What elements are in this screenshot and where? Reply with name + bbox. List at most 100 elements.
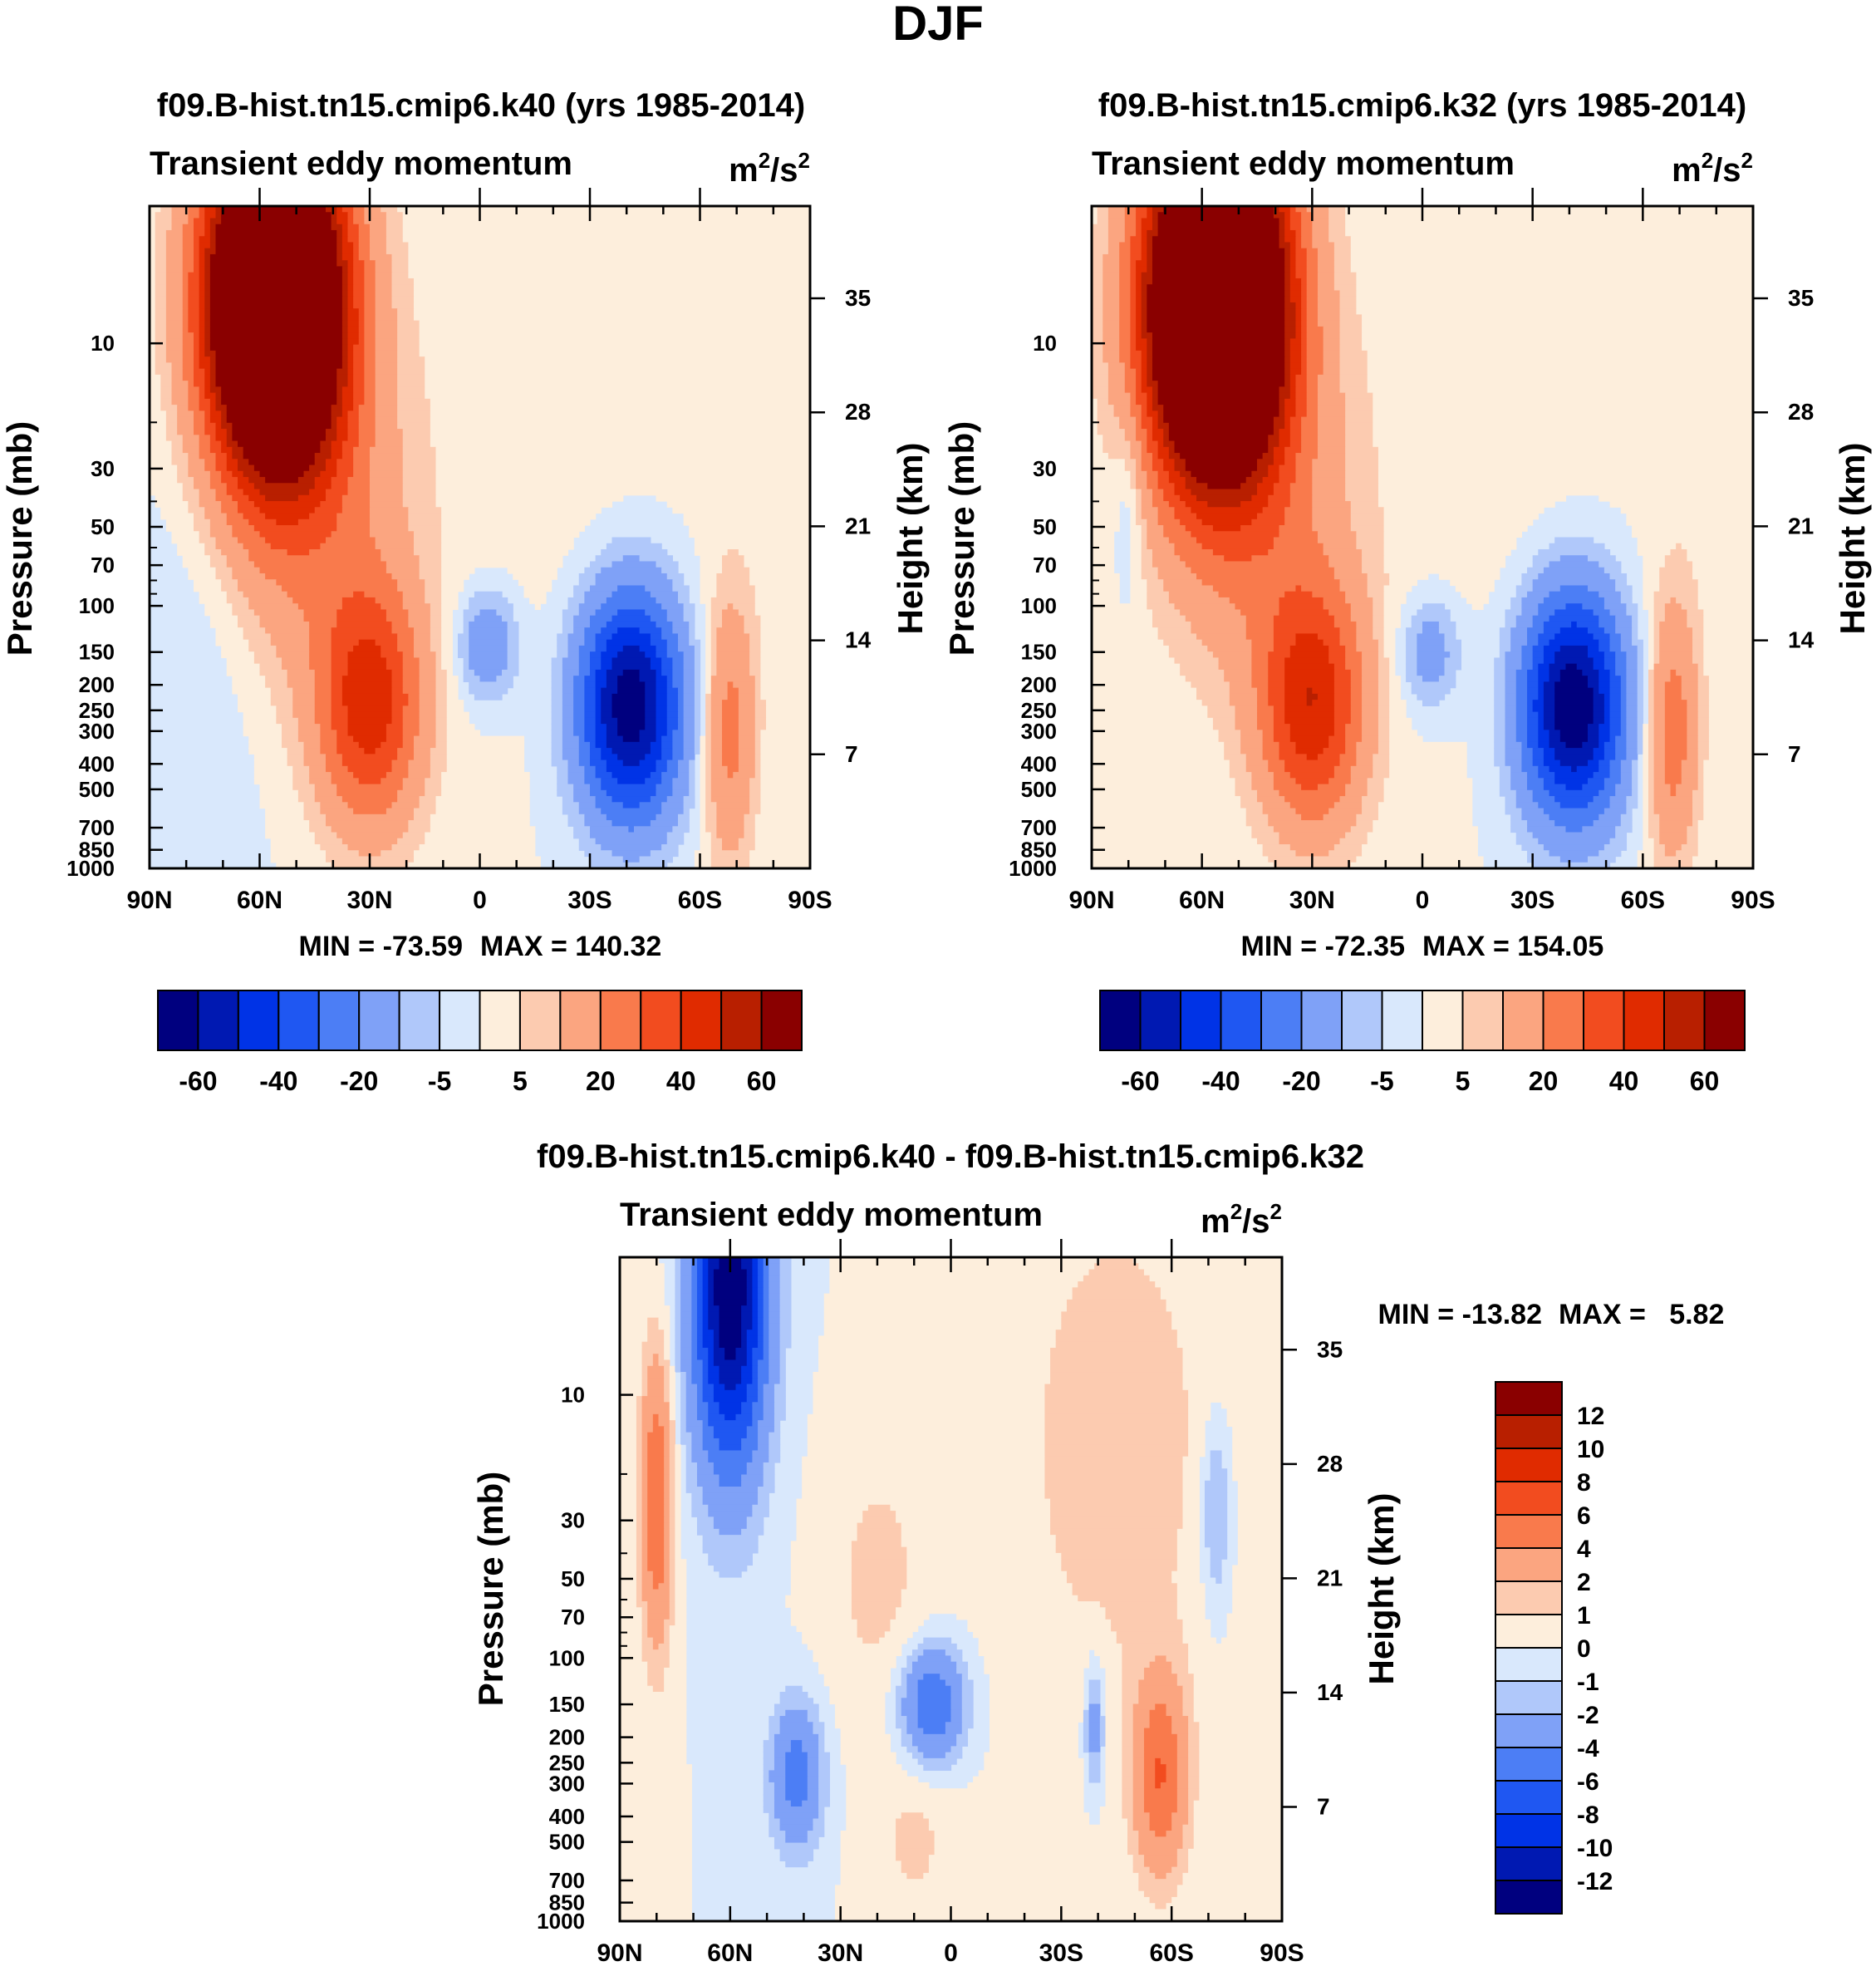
contour-cell (1339, 338, 1363, 346)
contour-cell (675, 1311, 681, 1319)
contour-cell (741, 1330, 748, 1337)
contour-cell (1681, 693, 1699, 700)
contour-cell (1180, 669, 1225, 676)
contour-cell (710, 687, 729, 695)
contour-cell (347, 236, 360, 243)
contour-cell (408, 621, 431, 628)
contour-cell (1235, 603, 1280, 611)
contour-cell (1044, 1480, 1184, 1487)
contour-cell (1603, 627, 1616, 635)
colorbar-label: -40 (1201, 1066, 1240, 1096)
contour-cell (710, 621, 723, 628)
contour-cell (1549, 735, 1561, 743)
contour-cell (150, 410, 167, 418)
contour-cell (754, 772, 761, 779)
contour-cell (1136, 489, 1142, 496)
contour-cell (1367, 832, 1478, 839)
contour-cell (763, 1269, 769, 1276)
contour-cell (353, 248, 360, 255)
contour-cell (419, 338, 811, 346)
contour-cell (1279, 597, 1324, 604)
contour-cell (601, 627, 618, 635)
contour-cell (1664, 681, 1682, 689)
contour-cell (595, 765, 607, 773)
contour-cell (702, 1359, 709, 1367)
contour-cell (1147, 374, 1153, 381)
contour-cell (1653, 597, 1672, 604)
contour-cell (1306, 326, 1324, 333)
contour-cell (1224, 676, 1252, 682)
contour-cell (710, 724, 723, 730)
contour-cell (209, 356, 217, 363)
contour-cell (1295, 808, 1329, 815)
contour-cell (606, 814, 657, 821)
contour-cell (562, 808, 580, 815)
contour-cell (1521, 741, 1528, 749)
contour-cell (1345, 735, 1363, 743)
contour-cell (1147, 302, 1285, 309)
contour-cell (760, 759, 811, 767)
contour-cell (1389, 693, 1402, 700)
contour-cell (386, 561, 420, 568)
contour-cell (650, 772, 662, 779)
colorbar-swatch (1422, 990, 1464, 1051)
contour-cell (1648, 639, 1655, 646)
contour-cell (1373, 429, 1754, 435)
contour-cell (669, 1426, 676, 1433)
contour-cell (1323, 368, 1341, 376)
contour-cell (685, 1426, 704, 1433)
contour-cell (1603, 693, 1611, 700)
contour-cell (641, 1378, 648, 1385)
contour-cell (1210, 1462, 1222, 1469)
contour-cell (1588, 724, 1599, 730)
contour-cell (1576, 765, 1599, 773)
contour-cell (336, 609, 387, 617)
contour-cell (1301, 236, 1313, 243)
contour-cell (1626, 663, 1638, 671)
contour-cell (1599, 789, 1616, 797)
contour-cell (1659, 567, 1693, 574)
contour-cell (402, 730, 420, 737)
contour-cell (664, 1426, 670, 1433)
contour-cell (1188, 1444, 1206, 1452)
contour-cell (1599, 669, 1611, 676)
contour-cell (1257, 459, 1274, 466)
contour-cell (194, 338, 200, 346)
contour-cell (209, 374, 217, 381)
contour-cell (331, 633, 398, 641)
contour-cell (1367, 356, 1754, 363)
contour-cell (364, 206, 381, 213)
contour-cell (1632, 531, 1754, 538)
contour-cell (232, 687, 272, 695)
contour-cell (1317, 320, 1341, 327)
contour-cell (1141, 525, 1147, 532)
contour-cell (303, 609, 337, 617)
contour-cell (700, 789, 706, 797)
contour-cell (1339, 386, 1368, 394)
contour-cell (1653, 856, 1693, 863)
contour-cell (675, 1354, 681, 1361)
contour-cell (727, 603, 734, 611)
contour-cell (341, 272, 349, 279)
contour-cell (341, 206, 354, 213)
contour-cell (215, 429, 228, 435)
contour-cell (469, 663, 508, 671)
y-tick-label: 250 (1021, 698, 1057, 723)
contour-cell (1664, 555, 1687, 563)
contour-cell (155, 368, 173, 376)
contour-cell (1284, 410, 1297, 418)
contour-cell (1174, 446, 1269, 454)
contour-cell (1130, 555, 1142, 563)
contour-cell (182, 296, 189, 303)
contour-cell (1345, 405, 1373, 411)
contour-cell (1345, 410, 1373, 418)
contour-cell (1295, 266, 1308, 273)
contour-cell (331, 416, 337, 424)
contour-cell (620, 1413, 637, 1421)
contour-cell (364, 386, 376, 394)
contour-cell (685, 1396, 698, 1403)
contour-cell (606, 543, 662, 550)
contour-cell (691, 1293, 698, 1300)
contour-cell (446, 676, 459, 682)
contour-cell (336, 429, 349, 435)
